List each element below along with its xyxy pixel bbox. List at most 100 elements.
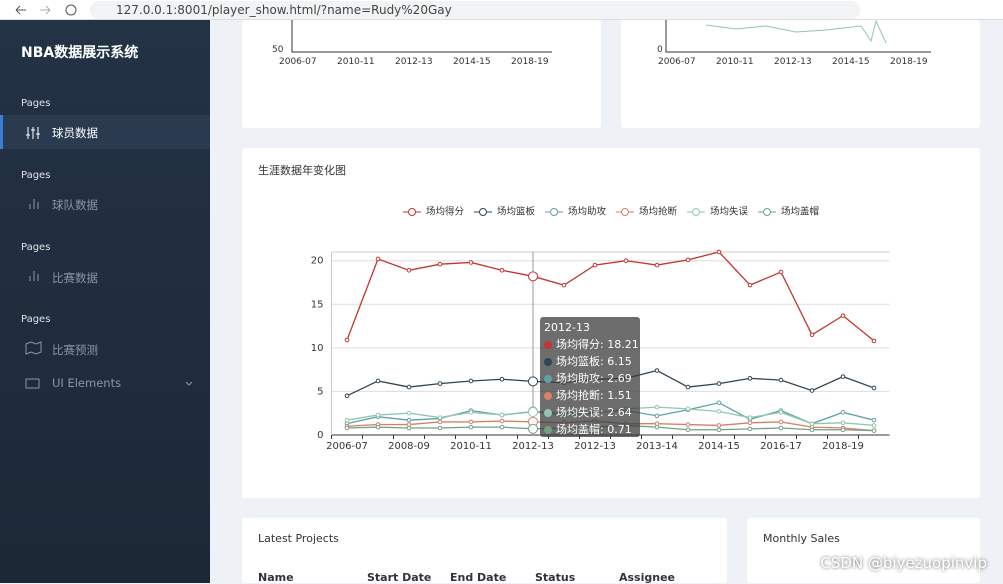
point bbox=[685, 406, 691, 412]
section: Pages bbox=[21, 242, 51, 253]
x-label: 2006-07 bbox=[279, 57, 317, 67]
point bbox=[437, 419, 443, 425]
point bbox=[406, 417, 412, 423]
card-title: Monthly Sales bbox=[763, 532, 840, 545]
point bbox=[840, 420, 846, 426]
point bbox=[716, 409, 722, 414]
menu-item[interactable]: 比赛数据 bbox=[52, 271, 98, 285]
point bbox=[778, 377, 784, 383]
point bbox=[840, 427, 846, 433]
point bbox=[654, 368, 660, 373]
table-header: End Date bbox=[450, 571, 507, 584]
point bbox=[406, 410, 412, 416]
point bbox=[809, 388, 815, 393]
point bbox=[809, 427, 815, 433]
menu-item[interactable]: UI Elements bbox=[52, 376, 122, 390]
legend-dot bbox=[550, 208, 558, 216]
card-title: Latest Projects bbox=[258, 532, 339, 545]
x-label: 2012-13 bbox=[395, 57, 433, 67]
tooltip-dot bbox=[544, 392, 552, 400]
sidebar: NBA数据展示系统 Pages 球员数据 Pages 球队数据 Pages 比赛… bbox=[0, 20, 210, 583]
point bbox=[716, 400, 722, 406]
point bbox=[468, 419, 474, 425]
x-tick-label: 2014-15 bbox=[698, 441, 740, 452]
point bbox=[809, 421, 815, 426]
point bbox=[375, 424, 381, 430]
tooltip-title: 2012-13 bbox=[544, 321, 590, 334]
point bbox=[840, 410, 846, 415]
point bbox=[528, 406, 538, 417]
point bbox=[499, 424, 505, 430]
url-field[interactable]: 127.0.0.1:8001/player_show.html/?name=Ru… bbox=[90, 1, 860, 19]
legend-label: 场均得分 bbox=[426, 206, 465, 218]
legend-dot bbox=[763, 208, 771, 216]
point bbox=[499, 268, 505, 273]
x-label: 2014-15 bbox=[832, 57, 870, 67]
legend-dot bbox=[692, 208, 700, 216]
point bbox=[592, 262, 598, 268]
tooltip-dot bbox=[544, 341, 552, 349]
point bbox=[528, 271, 538, 282]
nav-icons bbox=[15, 4, 77, 16]
menu-item[interactable]: 球员数据 bbox=[0, 115, 210, 149]
legend-label: 场均助攻 bbox=[568, 206, 607, 218]
point bbox=[716, 249, 722, 255]
point bbox=[871, 338, 877, 344]
point bbox=[840, 313, 846, 318]
x-label: 2018-19 bbox=[511, 57, 549, 67]
point bbox=[716, 381, 722, 386]
point bbox=[747, 426, 753, 432]
legend-dot bbox=[621, 208, 629, 216]
legend-label: 场均盖帽 bbox=[781, 206, 819, 218]
tooltip-dot bbox=[544, 409, 552, 417]
x-tick-label: 2018-19 bbox=[822, 441, 864, 452]
x-label: 2012-13 bbox=[774, 57, 812, 67]
tooltip-item: 场均盖帽: 0.71 bbox=[556, 422, 632, 436]
point bbox=[871, 417, 877, 423]
chart-card: 生涯数据年变化图 场均得分 场均篮板 场均助攻 场均抢断 场均失误 场均盖帽 0 5 10 15 2… bbox=[242, 148, 980, 498]
point bbox=[344, 425, 350, 431]
tooltip-item: 场均得分: 18.21 bbox=[556, 337, 639, 351]
x-tick-label: 2012-13 bbox=[512, 441, 554, 452]
point bbox=[344, 337, 350, 343]
point bbox=[406, 425, 412, 431]
x-label: 2006-07 bbox=[658, 57, 696, 67]
point bbox=[654, 404, 660, 410]
point bbox=[406, 384, 412, 390]
point bbox=[468, 424, 474, 430]
point bbox=[468, 260, 474, 265]
menu-item[interactable]: 球队数据 bbox=[52, 198, 98, 212]
point bbox=[437, 425, 443, 431]
brand: NBA数据展示系统 bbox=[21, 45, 139, 61]
tooltip-item: 场均助攻: 2.69 bbox=[556, 371, 632, 385]
point bbox=[654, 262, 660, 268]
point bbox=[871, 423, 877, 428]
tooltip-dot bbox=[544, 358, 552, 366]
point bbox=[778, 419, 784, 425]
tooltip-item: 场均篮板: 6.15 bbox=[556, 354, 632, 368]
legend-label: 场均失误 bbox=[710, 206, 749, 218]
x-label: 2018-19 bbox=[890, 57, 928, 67]
point bbox=[716, 427, 722, 433]
point bbox=[528, 376, 538, 387]
tooltip-item: 场均失误: 2.64 bbox=[556, 405, 632, 419]
point bbox=[561, 282, 567, 288]
chart: 场均得分 场均篮板 场均助攻 场均抢断 场均失误 场均盖帽 0 5 10 15 20 2006-07 2… bbox=[311, 206, 890, 452]
x-tick-label: 2016-17 bbox=[760, 441, 802, 452]
point bbox=[871, 428, 877, 433]
point bbox=[654, 424, 660, 430]
x-tick-label: 2013-14 bbox=[636, 441, 678, 452]
y-tick-label: 5 bbox=[317, 386, 323, 397]
point bbox=[499, 412, 505, 418]
tooltip-dot bbox=[544, 426, 552, 434]
legend-dot bbox=[408, 208, 416, 216]
point bbox=[747, 420, 753, 426]
x-label: 2010-11 bbox=[716, 57, 754, 67]
point bbox=[685, 422, 691, 427]
legend-label: 场均抢断 bbox=[639, 206, 678, 218]
table-header: Start Date bbox=[367, 571, 432, 584]
y-label: 50 bbox=[272, 45, 284, 55]
menu-item[interactable]: 比赛预测 bbox=[52, 343, 98, 357]
top-card: 0 2006-07 2010-11 2012-13 2014-15 2018-1… bbox=[621, 20, 980, 128]
